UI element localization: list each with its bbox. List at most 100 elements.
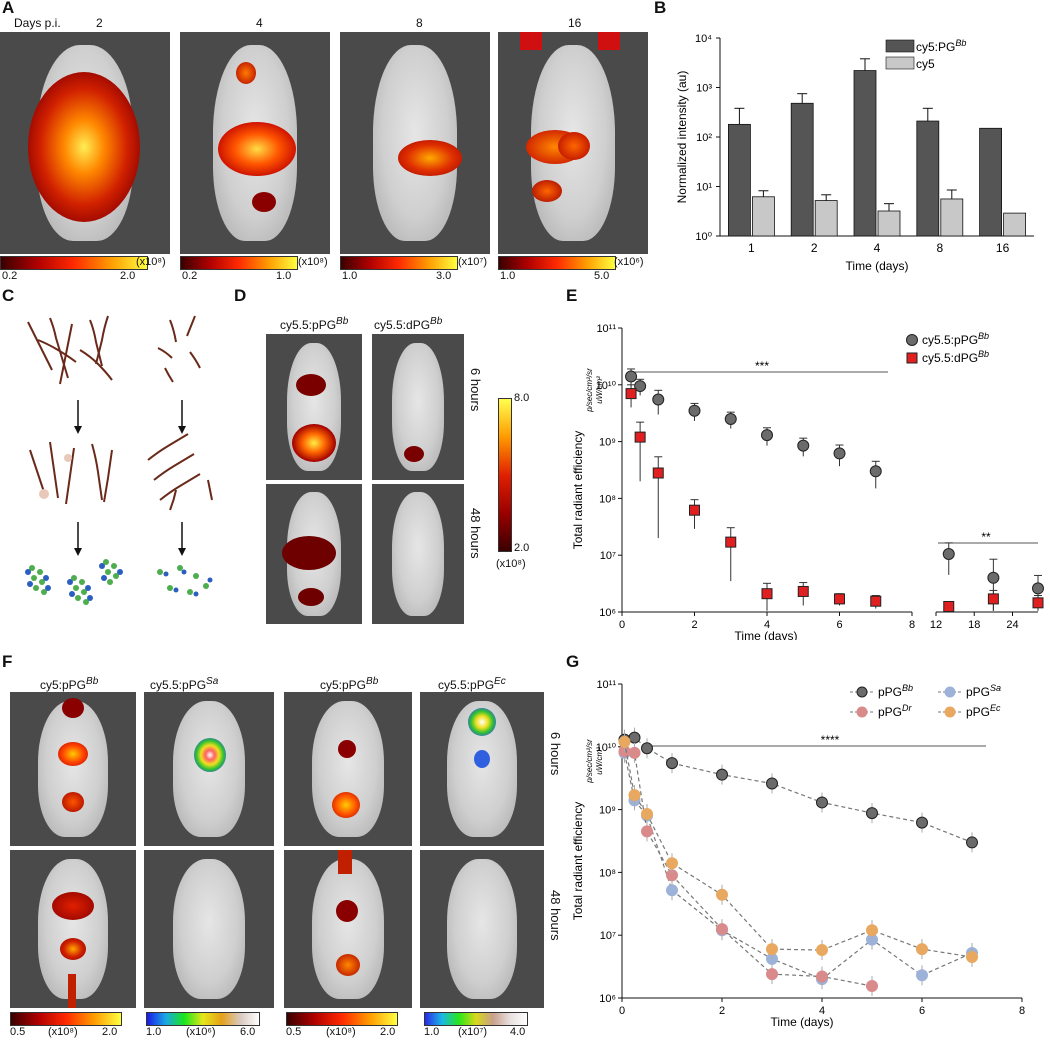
e-ytick-label: 10¹⁰ — [596, 380, 617, 392]
g-xtick-label: 2 — [719, 1005, 725, 1017]
e-point-pPG — [724, 412, 737, 425]
e-point-pPG — [1032, 582, 1044, 595]
particle-c2 — [64, 454, 72, 462]
g-point — [641, 825, 653, 838]
panel-letter-g: G — [566, 652, 580, 671]
e-legend-marker — [906, 352, 918, 364]
colorbar-f1 — [10, 1012, 122, 1026]
e-point-pPG — [761, 429, 773, 442]
g-point — [816, 944, 828, 957]
colorbar-f3-min: 0.5 — [286, 1026, 302, 1038]
colorbar-a3-min: 1.0 — [342, 270, 358, 282]
b-legend-swatch — [885, 39, 915, 53]
colorbar-f2 — [146, 1012, 260, 1026]
mouse-d-dPG-6h — [372, 334, 464, 480]
colorbar-f1-min: 0.5 — [10, 1026, 26, 1038]
e-point-pPG — [652, 393, 665, 406]
fibers-middle-left — [29, 441, 113, 505]
mouse-f2-48h — [144, 850, 274, 1008]
panel-letter-f: F — [2, 652, 13, 671]
colorbar-a3-max: 3.0 — [436, 270, 452, 282]
e-xtick-label: 4 — [764, 619, 770, 631]
e-ytick-label: 10⁷ — [600, 550, 616, 562]
mouse-d-pPG-48h — [266, 484, 362, 624]
g-point — [666, 857, 678, 870]
fibers-short-top — [157, 315, 201, 383]
mouse-f3-48h — [284, 850, 412, 1008]
e-point-dPG — [652, 467, 664, 479]
e-legend-label: cy5.5:dPGBb — [922, 349, 989, 365]
d-row1-label: 6 hours — [468, 368, 483, 412]
e-yunit-den: uW/cm² — [595, 376, 604, 404]
panel-letter-e: E — [566, 286, 578, 305]
mouse-image-day16 — [498, 32, 648, 254]
g-ytick-label: 10⁷ — [600, 930, 616, 942]
e-xtick-label: 24 — [1006, 619, 1018, 631]
mouse-f2-6h — [144, 692, 274, 846]
e-legend-label: cy5.5:pPGBb — [922, 331, 989, 347]
f-col1-label: cy5:pPGBb — [40, 676, 99, 692]
chart-b: 10⁰ 10¹ 10² 10³ 10⁴ 1 2 4 8 16 Time (days) Normaliz… — [675, 33, 1034, 273]
mouse-image-day4 — [180, 32, 330, 254]
g-series-line — [624, 736, 973, 843]
g-sig-label: **** — [821, 733, 840, 747]
mouse-f1-6h — [10, 692, 136, 846]
colorbar-a2-unit: (x10⁸) — [298, 256, 328, 268]
g-point — [766, 943, 778, 956]
e-point-dPG — [987, 593, 999, 605]
g-point — [628, 789, 641, 802]
b-bar — [877, 210, 901, 237]
g-point — [916, 943, 928, 956]
schematic-c — [25, 315, 213, 605]
g-ytick-label: 10¹¹ — [596, 679, 616, 691]
mouse-d-pPG-6h — [266, 334, 362, 480]
colorbar-f3-max: 2.0 — [380, 1026, 396, 1038]
colorbar-a4-min: 1.0 — [500, 270, 516, 282]
e-sig-label-2: ** — [981, 530, 991, 544]
b-bar — [752, 196, 775, 237]
g-point — [866, 980, 878, 993]
g-point — [641, 808, 653, 821]
f-row2-label: 48 hours — [548, 890, 563, 941]
f-col2-label: cy5.5:pPGSa — [150, 676, 219, 692]
f-row1-label: 6 hours — [548, 732, 563, 776]
mouse-d-dPG-48h — [372, 484, 464, 624]
fibers-middle-right — [147, 433, 213, 511]
colorbar-f4-max: 4.0 — [510, 1026, 526, 1038]
colorbar-a3-unit: (x10⁷) — [458, 256, 488, 268]
g-ytick-label: 10⁹ — [599, 805, 616, 817]
panel-letter-a: A — [2, 0, 15, 17]
g-ytick-label: 10⁶ — [599, 993, 616, 1005]
colorbar-d-min: 2.0 — [514, 542, 530, 554]
colorbar-f4-unit: (x10⁷) — [458, 1026, 488, 1038]
e-point-pPG — [869, 465, 882, 478]
b-bar — [979, 127, 1003, 237]
g-xtick-label: 8 — [1019, 1005, 1025, 1017]
e-sig-label-1: *** — [755, 359, 769, 373]
chart-g: 10⁶ 10⁷ 10⁸ 10⁹ 10¹⁰ 10¹¹ 0 2 4 6 8 Time (days) Tota… — [571, 679, 1025, 1029]
panel-letter-d: D — [234, 286, 247, 305]
f-col4-label: cy5.5:pPGEc — [438, 676, 506, 692]
b-bar — [916, 120, 940, 237]
colorbar-f4-min: 1.0 — [424, 1026, 440, 1038]
ladder-structures-left — [25, 559, 123, 605]
g-xtick-label: 6 — [919, 1005, 925, 1017]
g-point — [666, 884, 678, 897]
day-label-16: 16 — [568, 16, 582, 30]
day-label-2: 2 — [96, 16, 103, 30]
b-ytick-label: 10³ — [696, 83, 712, 95]
e-ytick-label: 10¹¹ — [596, 323, 616, 335]
g-series-line — [624, 750, 873, 987]
e-point-pPG — [987, 571, 1000, 584]
g-legend-marker — [944, 706, 956, 718]
colorbar-f2-max: 6.0 — [240, 1026, 256, 1038]
d-col1-label: cy5.5:pPGBb — [280, 316, 349, 332]
g-yunit-num: p/sec/cm²/sr — [585, 739, 594, 784]
g-point — [916, 816, 928, 829]
colorbar-f2-unit: (x10⁶) — [186, 1026, 216, 1038]
b-xtick-label: 8 — [936, 241, 943, 255]
g-point — [966, 836, 978, 849]
g-point — [966, 950, 978, 963]
g-point — [618, 735, 631, 748]
